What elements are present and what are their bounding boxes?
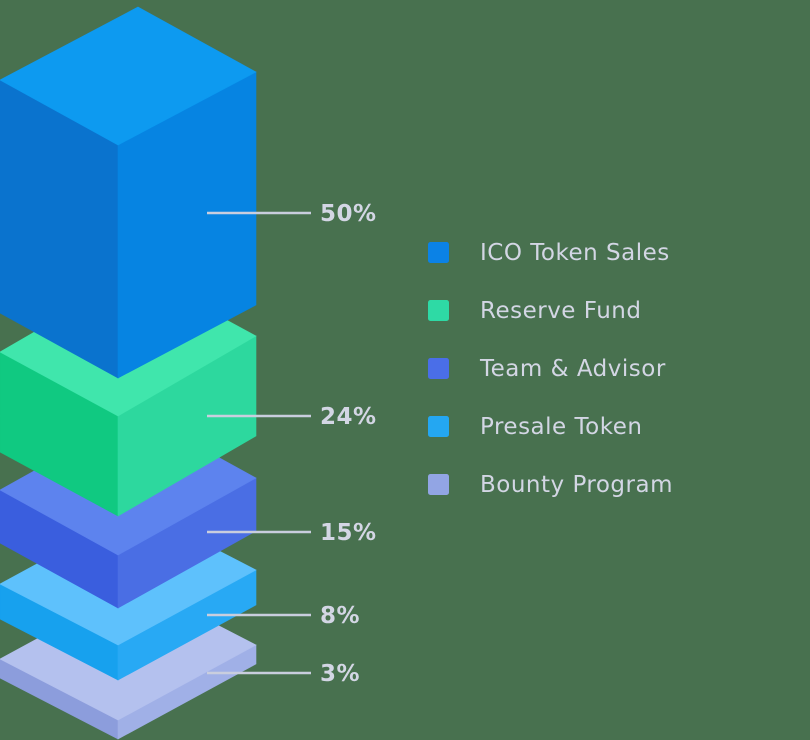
legend-label: Team & Advisor xyxy=(480,355,666,382)
pct-label-team-advisor: 15% xyxy=(320,520,377,546)
legend-swatch-ico-token-sales xyxy=(428,242,449,263)
legend-label: ICO Token Sales xyxy=(480,239,670,266)
legend-swatch-bounty-program xyxy=(428,474,449,495)
legend-label: Reserve Fund xyxy=(480,297,642,324)
legend-item-presale-token: Presale Token xyxy=(428,413,673,440)
block-ico-token-sales xyxy=(0,6,257,379)
legend-swatch-reserve-fund xyxy=(428,300,449,321)
legend-label: Presale Token xyxy=(480,413,643,440)
legend-swatch-presale-token xyxy=(428,416,449,437)
legend-item-bounty-program: Bounty Program xyxy=(428,471,673,498)
legend-label: Bounty Program xyxy=(480,471,673,498)
pct-label-ico-token-sales: 50% xyxy=(320,201,377,227)
legend-swatch-team-advisor xyxy=(428,358,449,379)
legend-item-team-advisor: Team & Advisor xyxy=(428,355,673,382)
block-top-face xyxy=(0,6,257,146)
pct-label-reserve-fund: 24% xyxy=(320,404,377,430)
pct-label-bounty-program: 3% xyxy=(320,661,360,687)
pct-label-presale-token: 8% xyxy=(320,603,360,629)
legend-item-reserve-fund: Reserve Fund xyxy=(428,297,673,324)
legend: ICO Token Sales Reserve Fund Team & Adviso… xyxy=(428,239,673,498)
legend-item-ico-token-sales: ICO Token Sales xyxy=(428,239,673,266)
